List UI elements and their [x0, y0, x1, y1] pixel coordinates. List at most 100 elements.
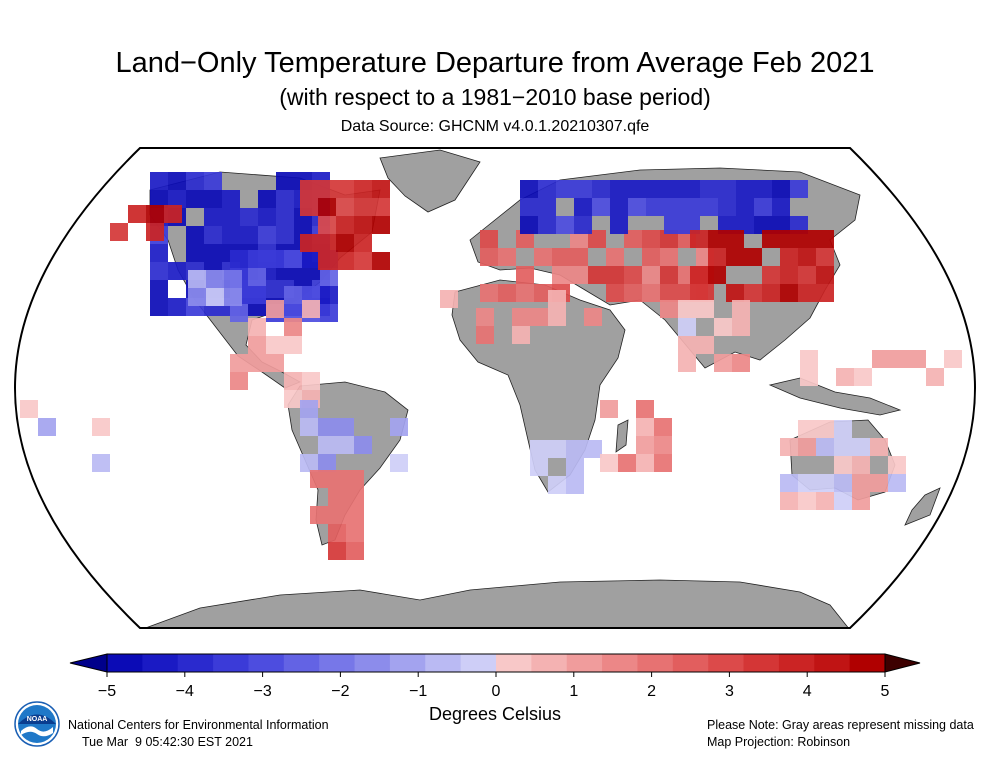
anomaly-cell — [336, 216, 354, 234]
anomaly-cell — [284, 336, 302, 354]
anomaly-cell — [732, 300, 750, 318]
anomaly-cell — [222, 208, 240, 226]
anomaly-cell — [206, 288, 224, 306]
anomaly-cell — [682, 198, 700, 216]
anomaly-cell — [600, 454, 618, 472]
anomaly-cell — [678, 336, 696, 354]
colorbar-swatch — [743, 654, 780, 672]
anomaly-cell — [888, 456, 906, 474]
colorbar-tick-label: −1 — [409, 683, 427, 700]
anomaly-cell — [926, 368, 944, 386]
anomaly-cell — [168, 172, 186, 190]
anomaly-cell — [798, 266, 816, 284]
anomaly-cell — [520, 216, 538, 234]
anomaly-cell — [266, 336, 284, 354]
colorbar-tick-label: 3 — [725, 683, 734, 700]
anomaly-cell — [302, 300, 320, 318]
anomaly-cell — [328, 542, 346, 560]
anomaly-cell — [284, 304, 302, 322]
colorbar-swatch — [602, 654, 638, 672]
anomaly-cell — [224, 288, 242, 306]
anomaly-cell — [248, 318, 266, 336]
anomaly-cell — [588, 266, 606, 284]
anomaly-cell — [206, 270, 224, 288]
anomaly-cell — [726, 248, 744, 266]
anomaly-cell — [318, 198, 336, 216]
anomaly-cell — [714, 318, 732, 336]
anomaly-cell — [780, 438, 798, 456]
anomaly-cell — [318, 234, 336, 252]
anomaly-cell — [654, 418, 672, 436]
anomaly-cell — [798, 438, 816, 456]
anomaly-cell — [266, 300, 284, 318]
anomaly-cell — [834, 492, 852, 510]
anomaly-cell — [318, 180, 336, 198]
anomaly-cell — [302, 286, 320, 304]
anomaly-cell — [230, 304, 248, 322]
colorbar-tick-label: −4 — [176, 683, 194, 700]
colorbar-swatch — [425, 654, 462, 672]
anomaly-cell — [354, 180, 372, 198]
map-body — [20, 149, 962, 628]
anomaly-cell — [780, 230, 798, 248]
anomaly-cell — [624, 284, 642, 302]
missing-data-note: Please Note: Gray areas represent missin… — [707, 718, 974, 732]
anomaly-cell — [258, 226, 276, 244]
anomaly-cell — [570, 248, 588, 266]
anomaly-cell — [798, 474, 816, 492]
anomaly-cell — [512, 308, 530, 326]
colorbar-tick-label: 5 — [881, 683, 890, 700]
anomaly-cell — [646, 198, 664, 216]
anomaly-cell — [660, 284, 678, 302]
anomaly-cell — [318, 436, 336, 454]
anomaly-cell — [372, 252, 390, 270]
anomaly-cell — [150, 172, 168, 190]
anomaly-cell — [186, 244, 204, 262]
anomaly-cell — [870, 474, 888, 492]
colorbar-swatch — [354, 654, 391, 672]
anomaly-cell — [636, 400, 654, 418]
anomaly-cell — [592, 198, 610, 216]
anomaly-cell — [708, 266, 726, 284]
anomaly-cell — [772, 198, 790, 216]
anomaly-cell — [574, 216, 592, 234]
anomaly-cell — [480, 248, 498, 266]
anomaly-cell — [284, 286, 302, 304]
anomaly-cell — [300, 180, 318, 198]
anomaly-cell — [816, 266, 834, 284]
anomaly-cell — [230, 250, 248, 268]
anomaly-cell — [790, 216, 808, 234]
anomaly-cell — [718, 180, 736, 198]
colorbar: −5 −4 −3 −2 −1 0 1 2 3 4 5 — [69, 653, 921, 700]
anomaly-cell — [346, 470, 364, 488]
anomaly-cell — [762, 266, 780, 284]
anomaly-cell — [798, 420, 816, 438]
anomaly-cell — [660, 248, 678, 266]
anomaly-cell — [588, 230, 606, 248]
anomaly-cell — [150, 190, 168, 208]
colorbar-tick-label: −2 — [331, 683, 349, 700]
anomaly-cell — [328, 470, 346, 488]
anomaly-cell — [92, 418, 110, 436]
anomaly-cell — [530, 440, 548, 458]
anomaly-cell — [624, 266, 642, 284]
anomaly-cell — [780, 266, 798, 284]
anomaly-cell — [780, 284, 798, 302]
colorbar-swatch — [283, 654, 320, 672]
colorbar-swatch — [248, 654, 285, 672]
anomaly-cell — [870, 438, 888, 456]
colorbar-tick-label: 4 — [803, 683, 812, 700]
anomaly-cell — [248, 250, 266, 268]
anomaly-cell — [636, 454, 654, 472]
colorbar-swatch — [460, 654, 497, 672]
anomaly-cell — [346, 506, 364, 524]
anomaly-cell — [336, 436, 354, 454]
anomaly-cell — [146, 223, 164, 241]
agency-name: National Centers for Environmental Infor… — [68, 718, 329, 732]
map-subtitle: (with respect to a 1981−2010 base period… — [279, 84, 711, 110]
anomaly-cell — [512, 326, 530, 344]
colorbar-swatch — [389, 654, 426, 672]
anomaly-cell — [276, 190, 294, 208]
anomaly-cell — [336, 252, 354, 270]
anomaly-cell — [284, 372, 302, 390]
